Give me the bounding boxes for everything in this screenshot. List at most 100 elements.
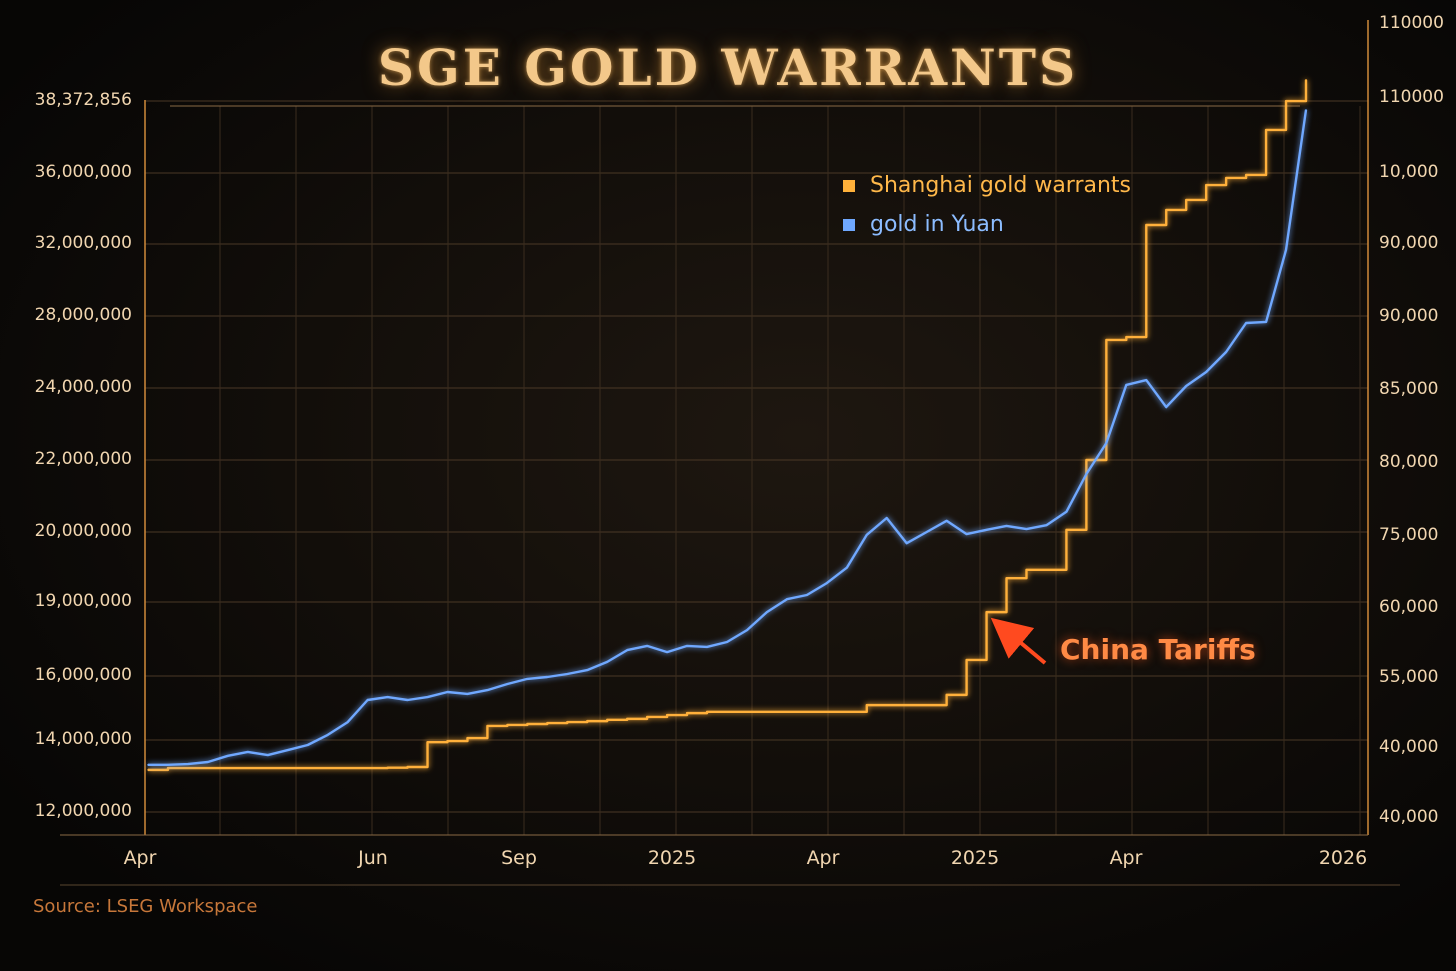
data-point	[1025, 569, 1028, 571]
y-right-tick-label: 110000	[1379, 87, 1444, 107]
data-point	[666, 651, 668, 653]
data-point	[586, 720, 589, 722]
grid	[145, 100, 1368, 835]
data-point	[1285, 100, 1287, 102]
y-left-tick-label: 14,000,000	[34, 729, 132, 749]
y-left-tick-label: 32,000,000	[34, 233, 132, 253]
data-point	[506, 683, 509, 685]
data-point	[546, 722, 549, 724]
data-point	[1165, 209, 1168, 211]
data-point	[985, 611, 988, 613]
data-point	[686, 645, 688, 647]
data-point	[1225, 177, 1227, 179]
data-point	[746, 629, 748, 631]
data-point	[366, 699, 369, 701]
y-right-tick-label: 10,000	[1379, 162, 1439, 182]
data-point	[566, 721, 569, 723]
data-point	[306, 744, 309, 746]
data-point	[845, 711, 848, 713]
data-point	[1225, 351, 1227, 353]
data-point	[885, 704, 888, 706]
data-point	[1105, 339, 1108, 341]
data-point	[466, 737, 469, 739]
data-point	[306, 767, 309, 769]
y-right-tick-label: 90,000	[1379, 233, 1439, 253]
data-point	[965, 533, 968, 535]
data-point	[1305, 79, 1307, 81]
y-left-tick-label: 19,000,000	[34, 591, 132, 611]
data-point	[1005, 525, 1008, 527]
data-point	[1065, 511, 1068, 513]
y-left-tick-label: 24,000,000	[34, 377, 132, 397]
y-right-tick-label: 60,000	[1379, 597, 1439, 617]
y-right-tick-label: 90,000	[1379, 306, 1439, 326]
data-point	[1205, 371, 1207, 373]
data-point	[1105, 442, 1108, 444]
data-point	[1205, 184, 1207, 186]
data-point	[766, 611, 768, 613]
annotation-china-tariffs: China Tariffs	[1060, 633, 1256, 666]
data-point	[646, 716, 648, 718]
data-point	[806, 711, 808, 713]
data-point	[865, 704, 868, 706]
data-point	[227, 755, 229, 757]
y-right-tick-label: 40,000	[1379, 807, 1439, 827]
data-point	[1265, 129, 1267, 131]
legend: Shanghai gold warrants gold in Yuan	[843, 166, 1131, 244]
y-left-tick-label: 12,000,000	[34, 801, 132, 821]
data-point	[506, 724, 509, 726]
y-right-tick-label: 110000	[1379, 13, 1444, 33]
y-left-tick-label: 16,000,000	[34, 665, 132, 685]
y-right-tick-label: 80,000	[1379, 452, 1439, 472]
y-left-tick-label: 36,000,000	[34, 162, 132, 182]
data-point	[1185, 385, 1188, 387]
data-point	[925, 704, 928, 706]
data-point	[905, 542, 908, 544]
data-point	[1025, 528, 1028, 530]
data-point	[706, 711, 708, 713]
data-point	[1145, 224, 1148, 226]
data-point	[1285, 249, 1287, 251]
data-point	[346, 767, 349, 769]
data-point	[466, 693, 469, 695]
data-point	[786, 711, 788, 713]
data-point	[247, 767, 249, 769]
data-point	[606, 719, 609, 721]
data-point	[486, 689, 489, 691]
y-left-tick-label: 28,000,000	[34, 305, 132, 325]
legend-swatch-warrants	[843, 179, 855, 192]
data-point	[786, 598, 788, 600]
annotation-arrow	[990, 617, 1047, 665]
data-point	[606, 661, 609, 663]
data-point	[586, 669, 589, 671]
data-point	[626, 718, 628, 720]
data-point	[1045, 524, 1048, 526]
data-point	[1185, 199, 1188, 201]
data-point	[826, 711, 828, 713]
data-point	[945, 694, 948, 696]
data-point	[1005, 577, 1008, 579]
x-tick-label: Jun	[358, 847, 388, 869]
data-point	[386, 766, 389, 769]
legend-item-gold-yuan: gold in Yuan	[843, 205, 1131, 244]
data-point	[227, 767, 229, 769]
chart-title: SGE GOLD WARRANTS	[377, 38, 1079, 97]
data-point	[766, 711, 768, 713]
x-tick-label: Apr	[123, 847, 157, 869]
x-tick-label: 2025	[950, 847, 1000, 869]
data-point	[326, 767, 329, 769]
data-point	[885, 517, 888, 519]
x-tick-label: Apr	[1109, 847, 1143, 869]
legend-label: gold in Yuan	[870, 212, 1004, 237]
y-right-tick-label: 55,000	[1379, 667, 1439, 687]
data-point	[346, 721, 349, 723]
data-point	[845, 566, 848, 569]
data-point	[1245, 322, 1247, 324]
data-point	[486, 725, 489, 727]
data-point	[746, 711, 748, 713]
data-point	[686, 712, 688, 714]
data-point	[446, 691, 449, 693]
data-point	[366, 767, 369, 769]
data-point	[1265, 321, 1267, 323]
